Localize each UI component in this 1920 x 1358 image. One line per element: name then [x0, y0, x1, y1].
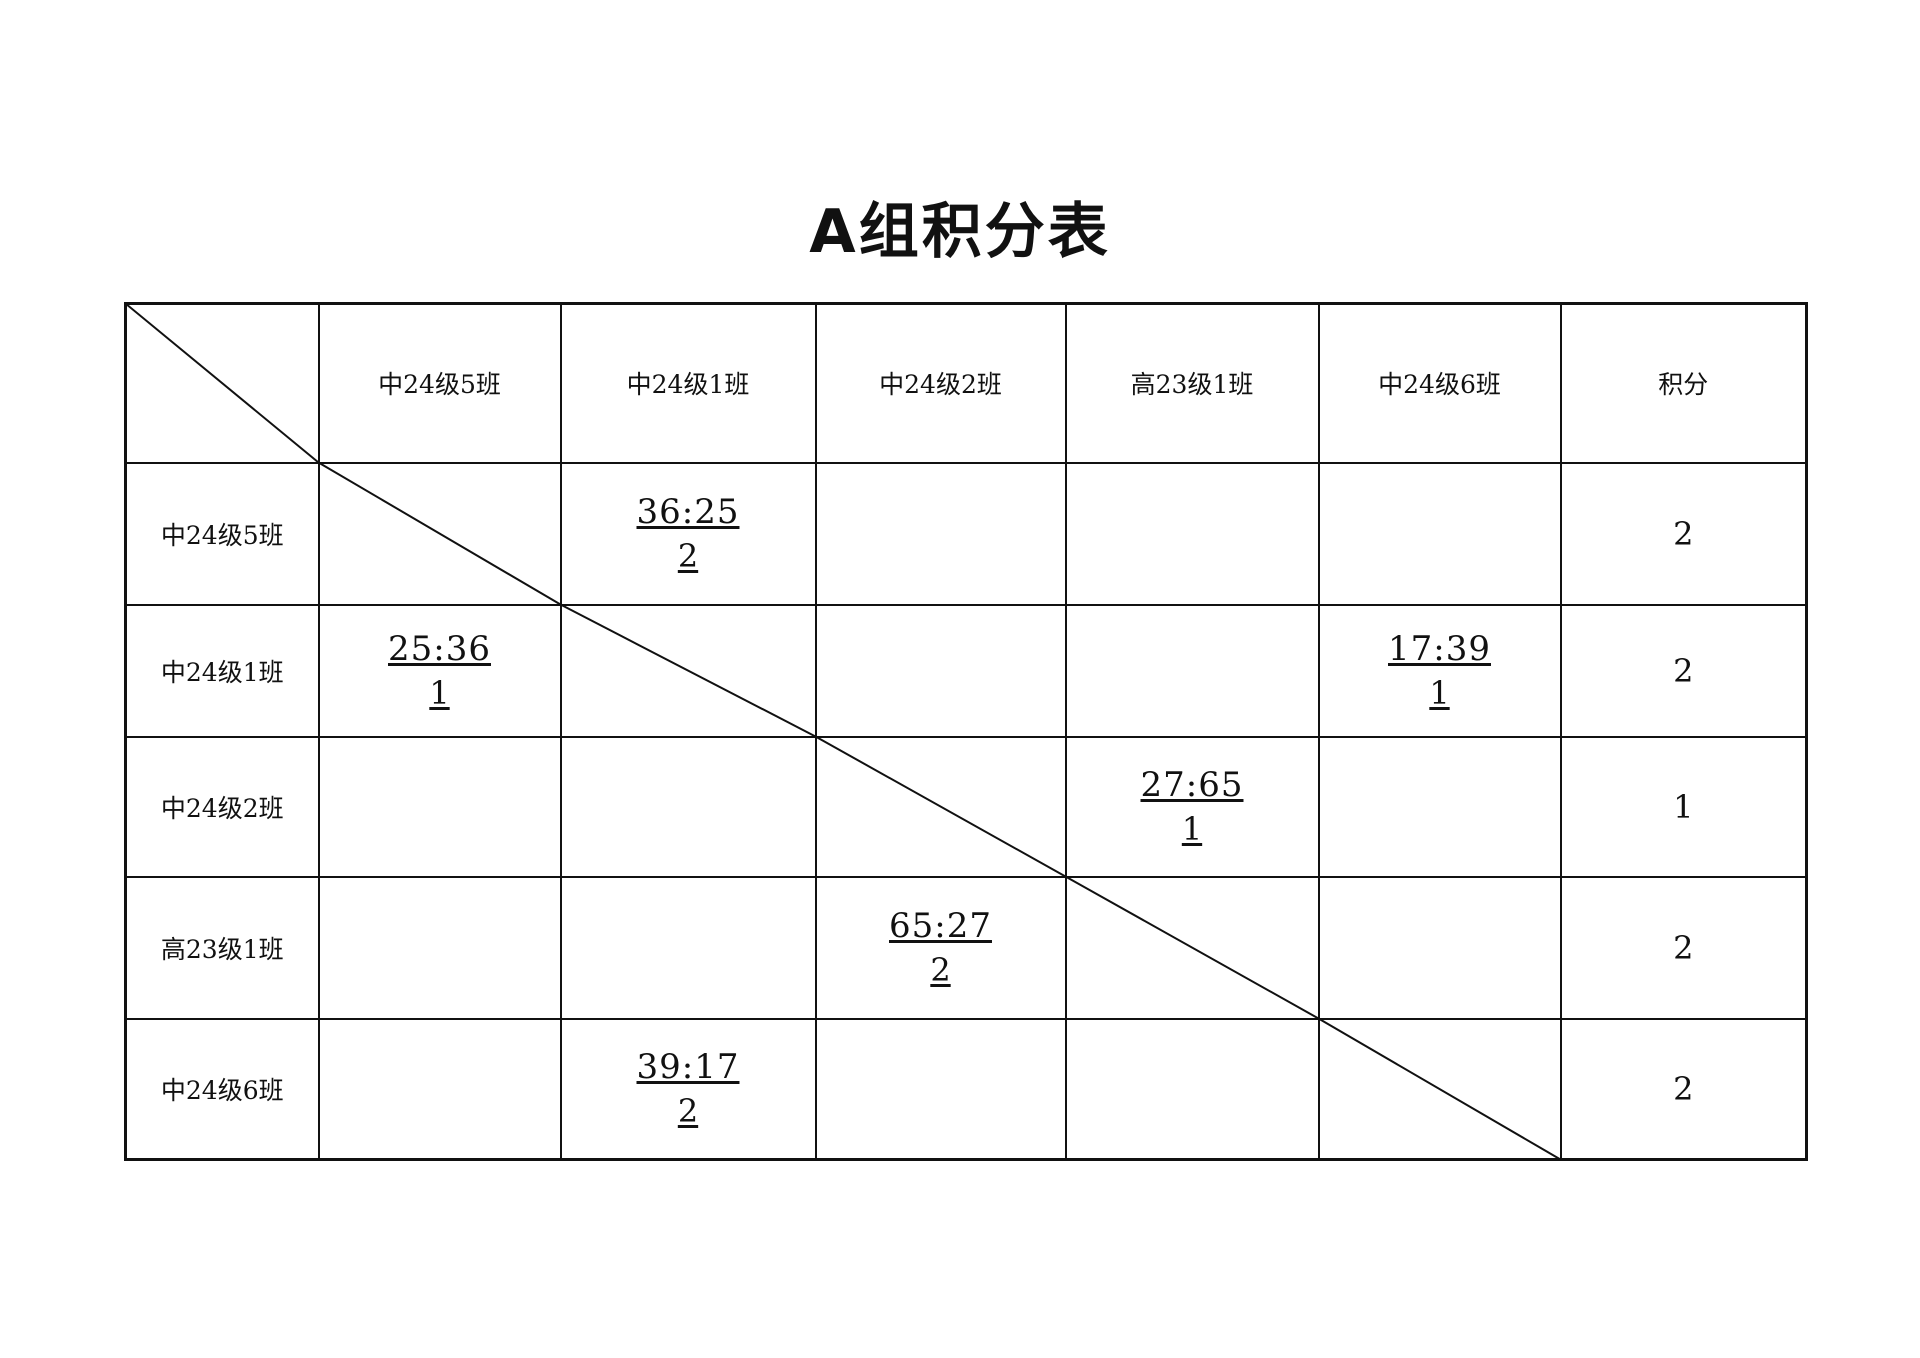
- column-header-label: 高23级1班: [1130, 370, 1254, 400]
- match-cell: [1317, 735, 1562, 878]
- points-header-label: 积分: [1658, 370, 1709, 400]
- column-header: 中24级1班: [559, 302, 817, 464]
- match-cell: [317, 1017, 562, 1161]
- match-cell: [814, 735, 1067, 878]
- column-header: 中24级5班: [317, 302, 562, 464]
- match-points: 2: [677, 536, 699, 575]
- row-header-label: 高23级1班: [160, 934, 284, 964]
- total-points: 2: [1673, 651, 1694, 690]
- total-points: 2: [1673, 928, 1694, 967]
- column-header: 高23级1班: [1064, 302, 1320, 464]
- match-cell: [1064, 875, 1320, 1020]
- match-score: 36:25: [636, 491, 740, 532]
- match-cell: [1064, 603, 1320, 738]
- total-points: 1: [1673, 787, 1694, 826]
- match-score: 65:27: [889, 905, 992, 946]
- column-header-label: 中24级6班: [1378, 370, 1501, 400]
- points-cell: 2: [1559, 603, 1808, 738]
- match-points: 2: [930, 950, 951, 989]
- match-result: 36:25 2: [637, 492, 740, 576]
- column-header-label: 中24级5班: [378, 370, 501, 400]
- header-row: 中24级5班 中24级1班 中24级2班 高23级1班 中24级6班 积分: [124, 302, 1808, 464]
- match-cell: [1317, 875, 1562, 1020]
- points-cell: 2: [1559, 875, 1808, 1020]
- match-result: 25:36 1: [388, 629, 491, 713]
- table-row: 中24级6班 39:17 2 2: [124, 1017, 1808, 1161]
- table-row: 中24级2班 27:65 1 1: [124, 735, 1808, 878]
- row-header: 中24级6班: [124, 1017, 320, 1161]
- match-score: 39:17: [636, 1046, 740, 1087]
- match-cell: [1064, 1017, 1320, 1161]
- column-header-label: 中24级1班: [626, 370, 750, 400]
- match-cell: [559, 603, 817, 738]
- match-result: 17:39 1: [1388, 629, 1491, 713]
- row-header-label: 中24级1班: [160, 657, 284, 687]
- match-cell: [814, 461, 1067, 606]
- match-cell: [559, 735, 817, 878]
- table-row: 中24级5班 36:25 2 2: [124, 461, 1808, 606]
- total-points: 2: [1673, 514, 1694, 553]
- row-header-label: 中24级6班: [160, 1075, 284, 1105]
- match-score: 17:39: [1388, 628, 1491, 669]
- match-cell: [317, 461, 562, 606]
- points-cell: 1: [1559, 735, 1808, 878]
- match-cell: 25:36 1: [317, 603, 562, 738]
- match-cell: [317, 735, 562, 878]
- row-header: 中24级2班: [124, 735, 320, 878]
- total-points: 2: [1673, 1069, 1694, 1108]
- table-row: 高23级1班 65:27 2 2: [124, 875, 1808, 1020]
- match-points: 2: [677, 1091, 699, 1130]
- row-header: 中24级5班: [124, 461, 320, 606]
- match-points: 1: [429, 673, 450, 712]
- match-cell: 65:27 2: [814, 875, 1067, 1020]
- points-cell: 2: [1559, 1017, 1808, 1161]
- row-header-label: 中24级2班: [160, 793, 284, 823]
- match-result: 65:27 2: [889, 906, 992, 990]
- column-header: 中24级2班: [814, 302, 1067, 464]
- column-header-label: 中24级2班: [879, 370, 1002, 400]
- match-cell: 36:25 2: [559, 461, 817, 606]
- match-cell: [317, 875, 562, 1020]
- match-cell: [1064, 461, 1320, 606]
- table-row: 中24级1班 25:36 1 17:39 1 2: [124, 603, 1808, 738]
- column-header: 中24级6班: [1317, 302, 1562, 464]
- match-score: 25:36: [388, 628, 491, 669]
- points-header: 积分: [1559, 302, 1808, 464]
- points-cell: 2: [1559, 461, 1808, 606]
- match-points: 1: [1181, 809, 1203, 848]
- match-cell: [814, 1017, 1067, 1161]
- match-cell: 27:65 1: [1064, 735, 1320, 878]
- match-cell: [1317, 461, 1562, 606]
- match-cell: 39:17 2: [559, 1017, 817, 1161]
- match-cell: [1317, 1017, 1562, 1161]
- corner-cell: [124, 302, 320, 464]
- row-header: 中24级1班: [124, 603, 320, 738]
- row-header: 高23级1班: [124, 875, 320, 1020]
- match-cell: 17:39 1: [1317, 603, 1562, 738]
- match-cell: [559, 875, 817, 1020]
- page-title: A组积分表: [809, 197, 1111, 267]
- match-score: 27:65: [1140, 764, 1244, 805]
- row-header-label: 中24级5班: [160, 520, 284, 550]
- match-result: 27:65 1: [1141, 765, 1244, 849]
- match-cell: [814, 603, 1067, 738]
- score-table: 中24级5班 中24级1班 中24级2班 高23级1班 中24级6班 积分 中2…: [124, 302, 1808, 1161]
- match-points: 1: [1429, 673, 1450, 712]
- match-result: 39:17 2: [637, 1047, 740, 1131]
